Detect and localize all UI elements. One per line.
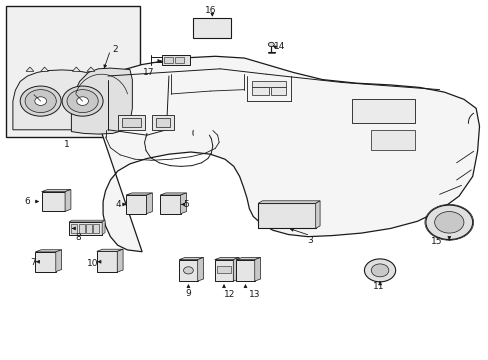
Polygon shape: [26, 67, 34, 71]
Polygon shape: [13, 70, 111, 130]
Polygon shape: [41, 67, 48, 71]
Bar: [41, 192, 65, 211]
Polygon shape: [126, 193, 152, 195]
Bar: [152, 116, 173, 130]
Bar: [163, 57, 172, 63]
Text: 10: 10: [86, 259, 98, 268]
Text: 9: 9: [185, 289, 191, 298]
Polygon shape: [86, 56, 479, 252]
Bar: [160, 195, 180, 214]
Bar: [93, 224, 99, 233]
Polygon shape: [72, 67, 80, 71]
Text: 16: 16: [204, 6, 216, 15]
Text: 4: 4: [116, 200, 122, 209]
Text: 14: 14: [273, 42, 285, 51]
Text: 15: 15: [430, 237, 442, 246]
Circle shape: [364, 259, 395, 282]
Circle shape: [268, 42, 274, 46]
Bar: [258, 203, 315, 228]
Bar: [126, 195, 146, 214]
Polygon shape: [233, 257, 239, 281]
Polygon shape: [102, 220, 105, 234]
Text: 6: 6: [24, 197, 30, 206]
Circle shape: [183, 267, 193, 274]
Polygon shape: [197, 257, 203, 281]
Bar: [251, 87, 268, 95]
Bar: [79, 224, 84, 233]
Polygon shape: [146, 193, 152, 214]
Bar: [179, 260, 197, 281]
Circle shape: [434, 212, 463, 233]
Bar: [35, 252, 56, 272]
Bar: [86, 224, 92, 233]
Circle shape: [35, 97, 46, 105]
Circle shape: [62, 86, 103, 116]
Polygon shape: [180, 193, 186, 214]
Polygon shape: [65, 189, 71, 211]
Polygon shape: [87, 67, 95, 71]
Text: 5: 5: [183, 200, 189, 209]
Bar: [193, 18, 231, 39]
Bar: [175, 57, 183, 63]
Bar: [214, 260, 233, 281]
Circle shape: [370, 264, 388, 277]
Polygon shape: [117, 249, 123, 272]
Bar: [236, 260, 254, 281]
Text: 2: 2: [112, 45, 117, 54]
Bar: [122, 118, 141, 127]
Circle shape: [67, 90, 98, 113]
Bar: [351, 99, 414, 123]
Bar: [161, 55, 189, 65]
Text: 13: 13: [248, 290, 260, 299]
Circle shape: [77, 97, 88, 105]
Bar: [217, 266, 230, 273]
Polygon shape: [71, 68, 132, 134]
Polygon shape: [97, 249, 123, 251]
Bar: [271, 87, 285, 95]
Polygon shape: [56, 250, 61, 272]
Bar: [71, 224, 77, 233]
Polygon shape: [258, 201, 320, 203]
Text: 17: 17: [142, 68, 154, 77]
Polygon shape: [35, 250, 61, 252]
Bar: [97, 251, 117, 272]
Bar: [69, 222, 102, 234]
Bar: [118, 116, 144, 130]
Bar: [156, 118, 170, 127]
Polygon shape: [179, 257, 203, 260]
Circle shape: [425, 205, 472, 239]
Bar: [370, 130, 414, 149]
Polygon shape: [160, 193, 186, 195]
Circle shape: [20, 86, 61, 116]
Text: 3: 3: [307, 235, 312, 244]
Polygon shape: [236, 257, 260, 260]
Bar: [5, 6, 140, 137]
Polygon shape: [41, 189, 71, 192]
Polygon shape: [214, 257, 239, 260]
Circle shape: [25, 90, 56, 113]
Polygon shape: [69, 220, 105, 222]
Polygon shape: [315, 201, 320, 228]
Bar: [251, 81, 285, 87]
Text: 7: 7: [30, 258, 36, 267]
Text: 12: 12: [224, 290, 235, 299]
Text: 11: 11: [372, 282, 384, 291]
Polygon shape: [254, 257, 260, 281]
Text: 1: 1: [63, 140, 69, 149]
Text: 8: 8: [75, 233, 81, 242]
